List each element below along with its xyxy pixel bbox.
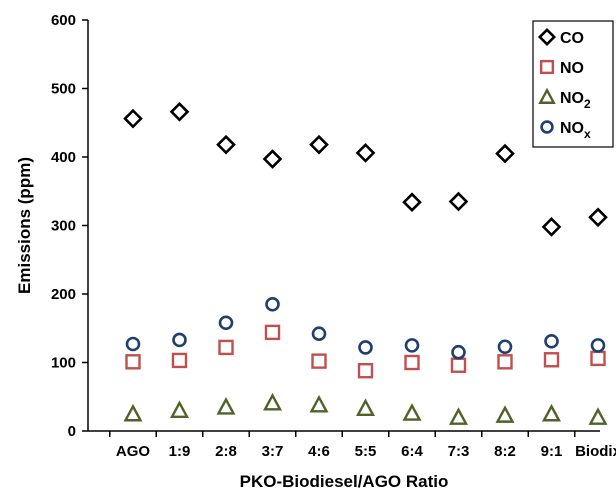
data-point-no2 (402, 403, 422, 421)
data-point-nox (404, 338, 420, 353)
data-point-nox (265, 296, 280, 312)
data-point-no (264, 324, 281, 341)
data-point-co (262, 149, 283, 169)
legend-label-subscript: 2 (584, 97, 591, 111)
data-point-no2 (541, 403, 562, 422)
y-axis-title: Emissions (ppm) (15, 157, 34, 294)
series-co (123, 101, 608, 237)
data-point-no (450, 357, 467, 373)
x-axis: AGO 1:9 2:8 3:7 4:6 5:5 6:4 7:3 8:2 9:1 Biodix (88, 430, 616, 460)
data-point-no2 (309, 394, 329, 413)
legend-marker-nox (540, 120, 554, 134)
data-point-no2 (262, 392, 283, 411)
data-point-no2 (495, 405, 515, 423)
data-point-nox (451, 344, 466, 360)
data-point-no (590, 350, 606, 367)
y-tick-label: 300 (51, 218, 76, 235)
data-point-no (218, 339, 234, 356)
legend-marker-co (537, 27, 557, 47)
x-tick-label: Biodix (575, 443, 616, 460)
data-point-no2 (355, 398, 376, 416)
x-tick-label: 2:8 (215, 443, 237, 460)
data-point-nox (218, 315, 234, 331)
x-tick-label: 7:3 (448, 443, 470, 460)
legend-label-nox: NOx (560, 120, 591, 141)
y-tick-label: 100 (51, 355, 76, 372)
y-tick-label: 400 (51, 149, 76, 166)
data-point-no2 (448, 407, 469, 425)
y-tick-label: 500 (51, 81, 76, 98)
data-point-no (311, 353, 327, 369)
x-axis-title: PKO-Biodiesel/AGO Ratio (240, 472, 449, 491)
legend-marker-no (539, 59, 555, 75)
legend-label-subscript: x (584, 127, 591, 141)
y-axis: 0 100 200 300 400 500 600 (51, 12, 89, 440)
data-point-nox (544, 333, 559, 349)
data-point-no (357, 363, 374, 379)
legend: CO NO NO2 NOx (532, 20, 614, 148)
data-point-no2 (588, 407, 608, 425)
data-point-co (123, 108, 143, 129)
series-no (125, 324, 606, 379)
data-point-nox (497, 339, 513, 355)
data-point-no (404, 354, 420, 371)
legend-label-no2: NO2 (560, 90, 591, 111)
y-tick-label: 600 (51, 12, 76, 29)
legend-item-co: CO (537, 27, 584, 47)
data-point-co (448, 191, 469, 212)
legend-item-no2: NO2 (538, 87, 591, 111)
legend-item-no: NO (539, 59, 584, 77)
y-tick-label: 200 (51, 286, 76, 303)
x-tick-label: 8:2 (494, 443, 516, 460)
legend-label-co: CO (560, 30, 584, 47)
x-tick-label: 5:5 (355, 443, 377, 460)
x-tick-label: AGO (116, 443, 151, 460)
x-tick-label: 4:6 (308, 443, 330, 460)
x-tick-label: 6:4 (401, 443, 423, 460)
data-point-co (216, 134, 236, 155)
data-point-co (355, 143, 376, 163)
data-point-co (402, 192, 422, 213)
data-point-nox (311, 326, 327, 342)
data-point-co (588, 207, 608, 228)
legend-item-nox: NOx (540, 120, 591, 141)
x-tick-label: 1:9 (169, 443, 191, 460)
x-tick-label: 9:1 (541, 443, 563, 460)
data-point-co (541, 217, 562, 237)
series-no2 (123, 392, 608, 425)
legend-marker-no2 (538, 87, 556, 104)
data-point-co (495, 143, 515, 164)
data-point-nox (172, 332, 187, 348)
x-tick-label: 3:7 (262, 443, 284, 460)
data-point-no (125, 354, 141, 370)
data-point-nox (358, 340, 373, 355)
y-tick-label: 0 (68, 423, 76, 440)
data-point-no2 (123, 403, 143, 422)
data-point-no (543, 352, 560, 368)
legend-label-no: NO (560, 60, 584, 77)
data-point-co (169, 101, 190, 122)
data-point-no (171, 352, 188, 369)
data-point-co (309, 134, 329, 155)
data-point-nox (590, 338, 606, 353)
data-point-no2 (169, 400, 190, 419)
series-nox (125, 296, 606, 360)
data-point-no (497, 354, 513, 370)
data-point-nox (125, 336, 141, 352)
series-layer (123, 101, 608, 425)
data-point-no2 (216, 397, 236, 415)
